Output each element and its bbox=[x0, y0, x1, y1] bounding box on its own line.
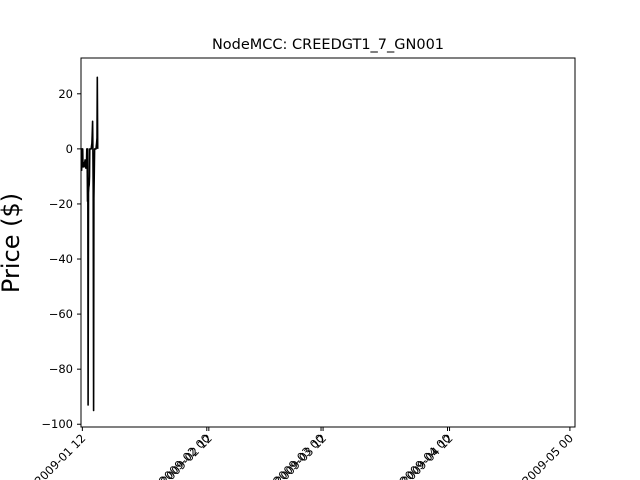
x-tick-label: 2009-04 12 bbox=[399, 431, 456, 480]
y-tick-label: −20 bbox=[49, 197, 73, 211]
x-tick-label: 2009-01 12 bbox=[32, 431, 89, 480]
y-tick-label: 20 bbox=[58, 87, 73, 101]
y-tick-label: −100 bbox=[41, 417, 73, 431]
x-tick-label: 2009-05 00 bbox=[519, 431, 576, 480]
plot-area-frame bbox=[80, 57, 576, 428]
price-series-line bbox=[80, 76, 99, 412]
y-axis-label: Price ($) bbox=[0, 193, 25, 293]
y-axis-ticks: 20 0 −20 −40 −60 −80 −100 bbox=[41, 87, 81, 431]
x-tick-label: 2009-03 12 bbox=[272, 431, 329, 480]
x-tick-label: 2009-02 12 bbox=[158, 431, 215, 480]
y-tick-label: 0 bbox=[66, 142, 73, 156]
y-tick-label: −80 bbox=[49, 362, 73, 376]
y-tick-label: −60 bbox=[49, 307, 73, 321]
chart-title: NodeMCC: CREEDGT1_7_GN001 bbox=[212, 37, 444, 53]
y-tick-label: −40 bbox=[49, 252, 73, 266]
